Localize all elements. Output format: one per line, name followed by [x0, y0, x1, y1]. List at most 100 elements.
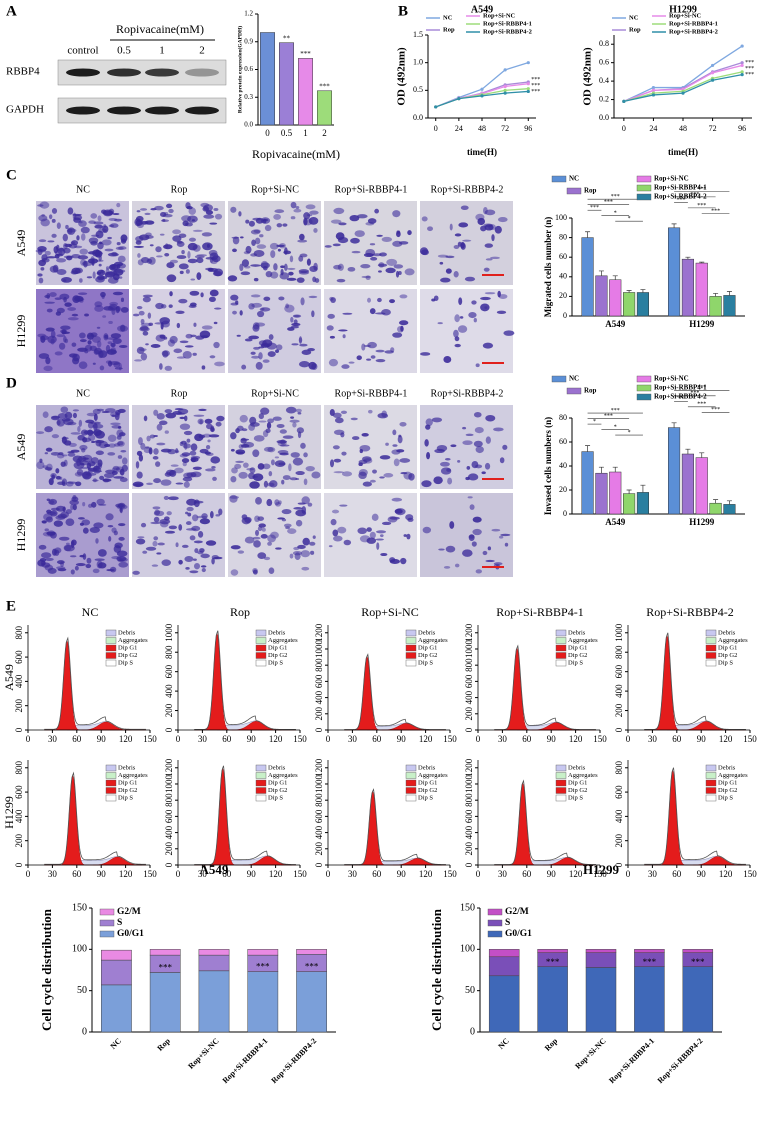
- cell: [101, 239, 112, 246]
- cell: [185, 511, 189, 515]
- cell: [186, 206, 193, 210]
- cell: [175, 482, 184, 485]
- cell: [301, 349, 312, 355]
- y-tick-label: 0.0: [413, 113, 423, 122]
- cell: [268, 334, 274, 340]
- y-tick-label: 50: [77, 985, 87, 996]
- x-tick-label: 150: [293, 869, 307, 879]
- cell: [257, 463, 265, 470]
- y-tick-label: 1.2: [244, 10, 253, 18]
- g1-peak: [344, 790, 446, 866]
- cell: [394, 508, 403, 514]
- cell: [183, 481, 190, 488]
- cell: [250, 351, 256, 355]
- cell: [263, 480, 269, 488]
- data-point: [526, 87, 530, 91]
- cell: [286, 277, 297, 281]
- y-tick-label: 80: [559, 413, 567, 422]
- cell: [156, 413, 165, 420]
- row-label: A549: [2, 664, 16, 691]
- cell: [190, 455, 201, 460]
- cell: [49, 500, 55, 505]
- legend-label: Rop+Si-RBBP4-1: [669, 20, 718, 27]
- cell: [157, 542, 165, 546]
- legend-label: NC: [569, 375, 579, 383]
- cell: [38, 214, 48, 222]
- cell: [289, 419, 300, 423]
- cell: [218, 508, 223, 516]
- cell: [208, 296, 216, 303]
- x-tick-label: 150: [143, 869, 157, 879]
- cell: [209, 355, 216, 359]
- x-tick-label: 90: [97, 734, 107, 744]
- cell: [311, 310, 315, 318]
- cell: [369, 308, 376, 315]
- y-tick-label: 1.5: [413, 30, 423, 39]
- cell: [298, 361, 310, 368]
- cell: [375, 349, 385, 353]
- histogram-outline: [644, 767, 746, 865]
- data-point: [434, 105, 438, 109]
- cell: [281, 509, 292, 515]
- cell: [337, 263, 344, 271]
- cell: [295, 471, 305, 476]
- cell: [332, 445, 340, 450]
- cell: [56, 222, 61, 229]
- cell: [366, 358, 372, 361]
- cell: [159, 363, 163, 370]
- cell: [475, 363, 480, 368]
- cell: [480, 225, 487, 232]
- cell: [148, 256, 156, 265]
- cell: [67, 228, 73, 235]
- data-point: [710, 63, 715, 68]
- cell: [380, 552, 388, 557]
- cell: [148, 447, 153, 455]
- y-tick-label: 400: [14, 809, 24, 823]
- blot-band: [66, 106, 100, 115]
- treatment-label: Ropivacaine(mM): [116, 22, 204, 36]
- cell: [144, 446, 150, 449]
- cell: [453, 244, 460, 250]
- cell: [57, 413, 68, 419]
- legend-label: Dip G1: [568, 779, 587, 786]
- cell: [267, 534, 276, 543]
- x-tick-label: Rop+Si-RBBP4-2: [656, 1036, 705, 1085]
- cell: [273, 214, 282, 220]
- y-tick-label: 0: [164, 727, 174, 732]
- cell: [72, 357, 80, 365]
- cell: [63, 279, 67, 282]
- chart-title: A549: [471, 4, 493, 15]
- legend-label: Debris: [418, 764, 436, 771]
- significance: ***: [300, 50, 311, 58]
- x-axis-label: time(H): [467, 147, 497, 157]
- x-tick-label: NC: [496, 1036, 511, 1051]
- bar-segment: [585, 952, 617, 968]
- legend-label: Dip S: [268, 659, 283, 666]
- legend-swatch: [566, 387, 582, 395]
- flow-title: Rop: [230, 605, 250, 619]
- cell: [252, 567, 258, 574]
- cell: [113, 545, 122, 553]
- error-bar: [685, 256, 691, 260]
- legend-swatch: [255, 637, 267, 644]
- y-tick-label: 0: [464, 727, 474, 732]
- g2-peak: [531, 722, 581, 731]
- cell: [444, 457, 451, 461]
- bar: [709, 502, 722, 515]
- cell: [385, 267, 396, 274]
- cell: [332, 412, 342, 419]
- cell: [497, 290, 501, 298]
- y-tick-label: 0: [314, 862, 324, 867]
- cell: [252, 536, 261, 540]
- y-tick-label: 0: [464, 862, 474, 867]
- cell: [62, 233, 68, 242]
- x-tick-label: Rop+Si-RBBP4-1: [221, 1036, 270, 1085]
- x-tick-label: 72: [501, 124, 509, 133]
- error-bar: [626, 290, 632, 293]
- cell: [248, 303, 255, 310]
- legend-swatch: [555, 779, 567, 787]
- cell: [398, 270, 402, 275]
- cell: [257, 526, 263, 532]
- bar-segment: [585, 967, 617, 1033]
- legend-swatch: [255, 659, 267, 667]
